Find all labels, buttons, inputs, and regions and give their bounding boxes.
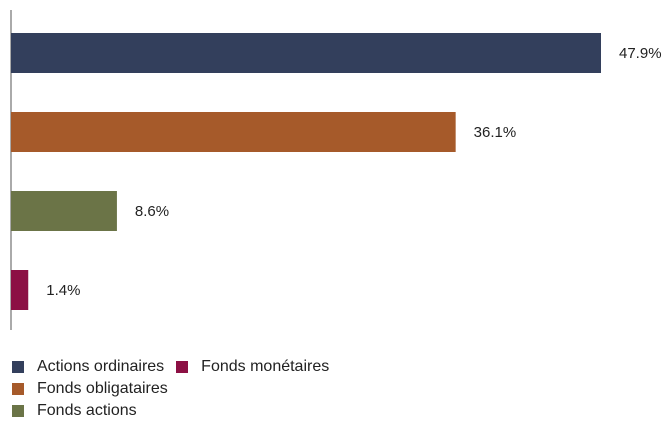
bar-value-label-0: 47.9% bbox=[619, 45, 662, 62]
legend-row-0: Actions ordinaires Fonds monétaires bbox=[12, 356, 572, 378]
legend-swatch-2 bbox=[12, 405, 24, 417]
legend-item-2: Fonds actions bbox=[12, 402, 137, 420]
bar-chart: 47.9% 36.1% 8.6% 1.4% bbox=[10, 10, 662, 330]
bar-0 bbox=[11, 33, 601, 73]
legend-label-1: Fonds obligataires bbox=[37, 380, 168, 397]
legend-label-0: Actions ordinaires bbox=[37, 358, 165, 375]
bar-2 bbox=[11, 191, 117, 231]
bar-3 bbox=[11, 270, 29, 310]
legend-item-3: Fonds monétaires bbox=[176, 358, 329, 376]
bars-group: 47.9% 36.1% 8.6% 1.4% bbox=[11, 33, 662, 310]
legend-label-3: Fonds monétaires bbox=[201, 358, 330, 375]
bar-value-label-1: 36.1% bbox=[474, 124, 517, 141]
legend-item-0: Actions ordinaires bbox=[12, 358, 164, 376]
legend-row-1: Fonds obligataires bbox=[12, 378, 572, 400]
legend-swatch-3 bbox=[176, 361, 189, 373]
legend-label-2: Fonds actions bbox=[37, 402, 137, 419]
legend-swatch-0 bbox=[12, 361, 24, 373]
legend-row-2: Fonds actions bbox=[12, 400, 572, 422]
bar-value-label-2: 8.6% bbox=[135, 203, 169, 220]
legend: Actions ordinaires Fonds monétaires Fonds … bbox=[12, 356, 572, 422]
legend-item-1: Fonds obligataires bbox=[12, 380, 168, 398]
legend-swatch-1 bbox=[12, 383, 24, 395]
bar-value-label-3: 1.4% bbox=[46, 282, 80, 299]
bar-1 bbox=[11, 112, 456, 152]
